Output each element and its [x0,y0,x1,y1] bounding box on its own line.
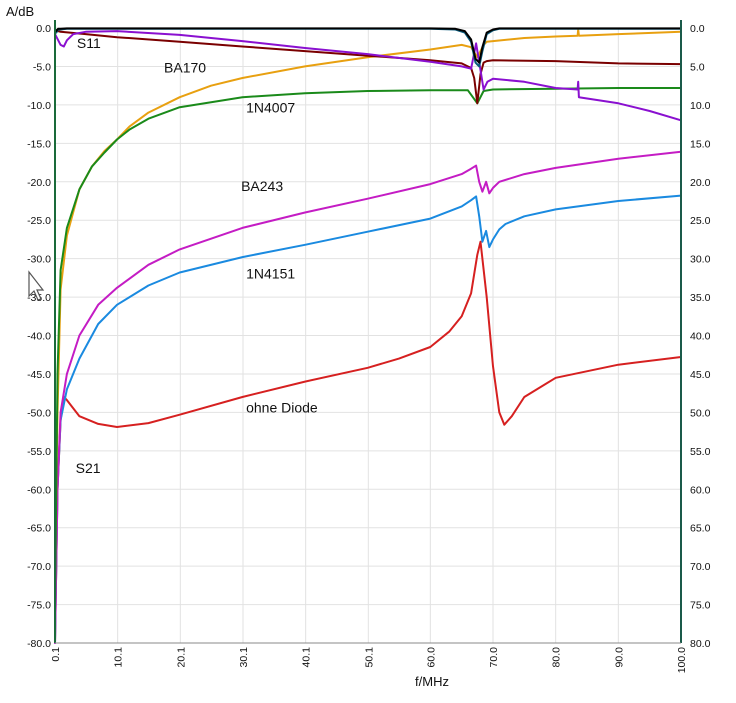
tick-labels: 0.0 0.0 -5.0 5.0 -10.0 10.0 -15.0 15.0 -20.0 20.0… [27,23,711,673]
gridlines [54,27,682,644]
y-tick-label-left: -80.0 [27,638,51,650]
y-tick-label-right: 30.0 [690,254,711,266]
x-tick-label: 0.1 [50,647,62,662]
y-tick-label-left: -70.0 [27,561,51,573]
x-tick-label: 100.0 [676,647,688,673]
series-line [54,194,682,644]
x-tick-label: 20.1 [175,647,187,668]
y-tick-label-right: 10.0 [690,100,711,112]
x-tick-label: 80.0 [551,647,563,668]
curve-label: ohne Diode [246,399,318,415]
y-tick-label-right: 15.0 [690,138,711,150]
y-tick-label-left: -15.0 [27,138,51,150]
y-tick-label-right: 70.0 [690,561,711,573]
curve-label: S11 [77,35,101,51]
y-tick-label-right: 75.0 [690,600,711,612]
y-tick-label-right: 65.0 [690,523,711,535]
y-tick-label-left: -75.0 [27,600,51,612]
series-line [54,30,682,122]
y-tick-label-left: -40.0 [27,331,51,343]
y-tick-label-right: 40.0 [690,331,711,343]
y-tick-label-right: 50.0 [690,407,711,419]
x-tick-label: 40.1 [301,647,313,668]
series-line [54,240,682,644]
y-tick-label-left: -65.0 [27,523,51,535]
curve-label: BA170 [164,60,206,76]
y-tick-label-right: 55.0 [690,446,711,458]
x-tick-label: 10.1 [113,647,125,668]
curve-label: BA243 [241,178,283,194]
x-tick-label: 50.1 [363,647,375,668]
series-annotations: S11 BA170 1N4007 BA243 1N4151 ohne Diode S21 [76,35,318,476]
y-tick-label-right: 0.0 [690,23,705,35]
y-tick-label-right: 60.0 [690,484,711,496]
y-tick-label-left: -60.0 [27,484,51,496]
y-tick-label-right: 80.0 [690,638,711,650]
y-tick-label-right: 5.0 [690,61,705,73]
x-tick-label: 30.1 [238,647,250,668]
y-tick-label-right: 20.0 [690,177,711,189]
curve-label: 1N4007 [246,100,295,116]
y-axis-label: A/dB [6,4,34,19]
y-tick-label-right: 45.0 [690,369,711,381]
axes [54,20,682,644]
series-line [54,29,682,105]
y-tick-label-left: -50.0 [27,407,51,419]
mouse-cursor-icon [28,270,45,301]
curve-label: 1N4151 [246,266,295,282]
y-tick-label-left: 0.0 [36,23,51,35]
y-tick-label-left: -10.0 [27,100,51,112]
y-tick-label-left: -30.0 [27,254,51,266]
x-tick-label: 90.0 [613,647,625,668]
series-lines [54,27,682,644]
series-line [54,27,682,64]
x-tick-label: 70.0 [488,647,500,668]
x-axis-label: f/MHz [415,674,449,689]
y-tick-label-left: -5.0 [33,61,51,73]
y-tick-label-left: -55.0 [27,446,51,458]
y-tick-label-left: -45.0 [27,369,51,381]
y-tick-label-right: 35.0 [690,292,711,304]
x-tick-label: 60.0 [425,647,437,668]
curve-label: S21 [76,460,101,476]
series-line [54,150,682,644]
series-line [54,87,682,606]
y-tick-label-left: -25.0 [27,215,51,227]
y-tick-label-left: -20.0 [27,177,51,189]
y-tick-label-right: 25.0 [690,215,711,227]
